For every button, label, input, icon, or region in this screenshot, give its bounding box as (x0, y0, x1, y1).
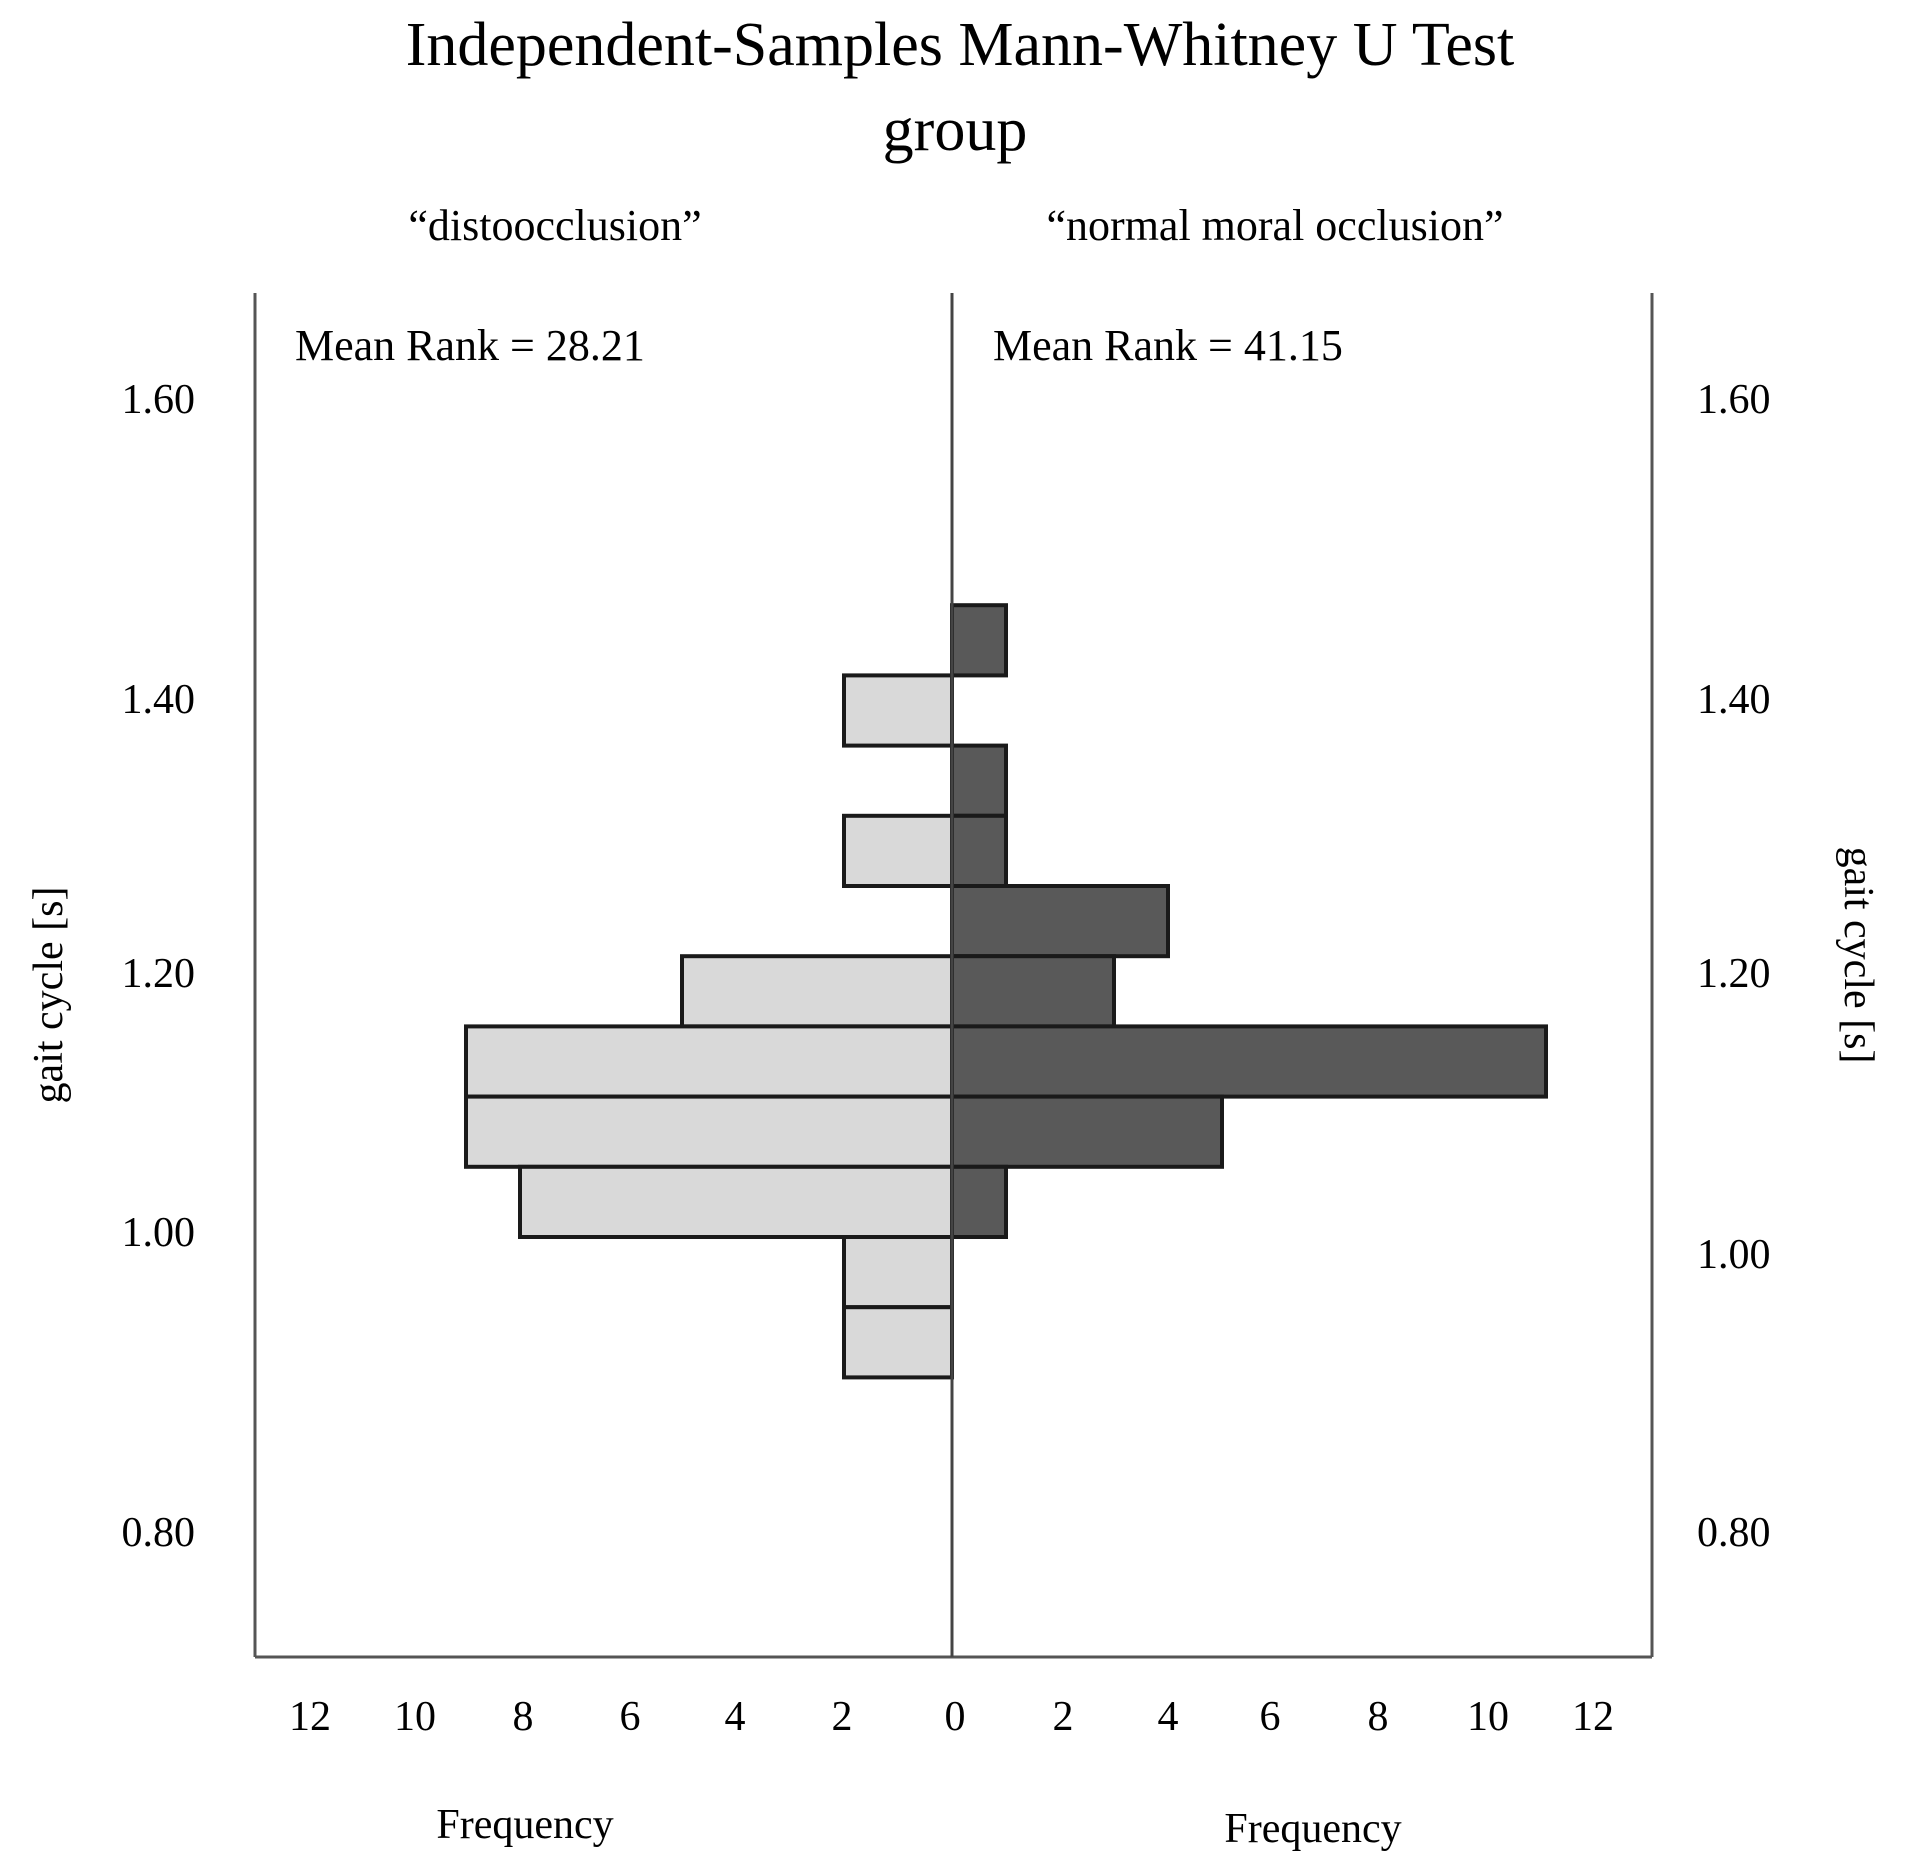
x-tick-right: 4 (1158, 1694, 1179, 1740)
left-bars (464, 673, 954, 1380)
left-histogram-bar (680, 954, 954, 1029)
y-tick-left: 1.60 (122, 377, 196, 423)
x-tick-right: 0 (945, 1694, 966, 1740)
chart-title: Independent-Samples Mann-Whitney U Test (406, 11, 1515, 79)
y-axis-label-left: gait cycle [s] (26, 887, 72, 1104)
x-axis-label-left: Frequency (436, 1802, 613, 1848)
left-group-label: “distoocclusion” (408, 201, 701, 250)
left-mean-rank: Mean Rank = 28.21 (295, 321, 645, 370)
chart-subtitle: group (883, 96, 1028, 164)
left-histogram-bar (518, 1164, 954, 1240)
x-axis-label-right: Frequency (1224, 1806, 1401, 1852)
x-tick-right: 10 (1467, 1694, 1509, 1740)
right-histogram-bar (950, 884, 1170, 959)
right-histogram-bar (950, 1094, 1224, 1169)
y-tick-left: 0.80 (122, 1510, 196, 1556)
right-histogram-bar (950, 954, 1116, 1029)
y-tick-left: 1.20 (122, 951, 196, 997)
y-tick-right: 1.60 (1697, 377, 1771, 423)
x-tick-left: 6 (620, 1694, 641, 1740)
left-histogram-bar (464, 1094, 954, 1169)
left-histogram-bar (842, 813, 954, 888)
right-histogram-bar (950, 813, 1008, 888)
right-group-label: “normal moral occlusion” (1047, 201, 1504, 250)
right-histogram-bar (950, 743, 1008, 818)
right-histogram-bar (950, 603, 1008, 678)
x-tick-right: 8 (1368, 1694, 1389, 1740)
left-histogram-bar (842, 673, 954, 748)
y-tick-right: 0.80 (1697, 1510, 1771, 1556)
left-histogram-bar (842, 1305, 954, 1380)
x-tick-left: 10 (394, 1694, 436, 1740)
x-tick-right: 12 (1572, 1694, 1614, 1740)
x-tick-left: 8 (513, 1694, 534, 1740)
x-tick-left: 2 (832, 1694, 853, 1740)
y-tick-right: 1.20 (1697, 951, 1771, 997)
right-histogram-bar (950, 1164, 1008, 1240)
y-axis-label-right: gait cycle [s] (1835, 847, 1881, 1064)
right-histogram-bar (950, 1024, 1548, 1099)
y-tick-right: 1.40 (1697, 677, 1771, 723)
y-tick-left: 1.00 (122, 1210, 196, 1256)
left-histogram-bar (842, 1235, 954, 1310)
y-tick-left: 1.40 (122, 677, 196, 723)
x-tick-left: 4 (725, 1694, 746, 1740)
x-tick-left: 12 (289, 1694, 331, 1740)
right-mean-rank: Mean Rank = 41.15 (993, 321, 1343, 370)
y-tick-right: 1.00 (1697, 1232, 1771, 1278)
right-bars (950, 603, 1548, 1240)
x-tick-right: 2 (1053, 1694, 1074, 1740)
left-histogram-bar (464, 1024, 954, 1099)
x-tick-right: 6 (1260, 1694, 1281, 1740)
